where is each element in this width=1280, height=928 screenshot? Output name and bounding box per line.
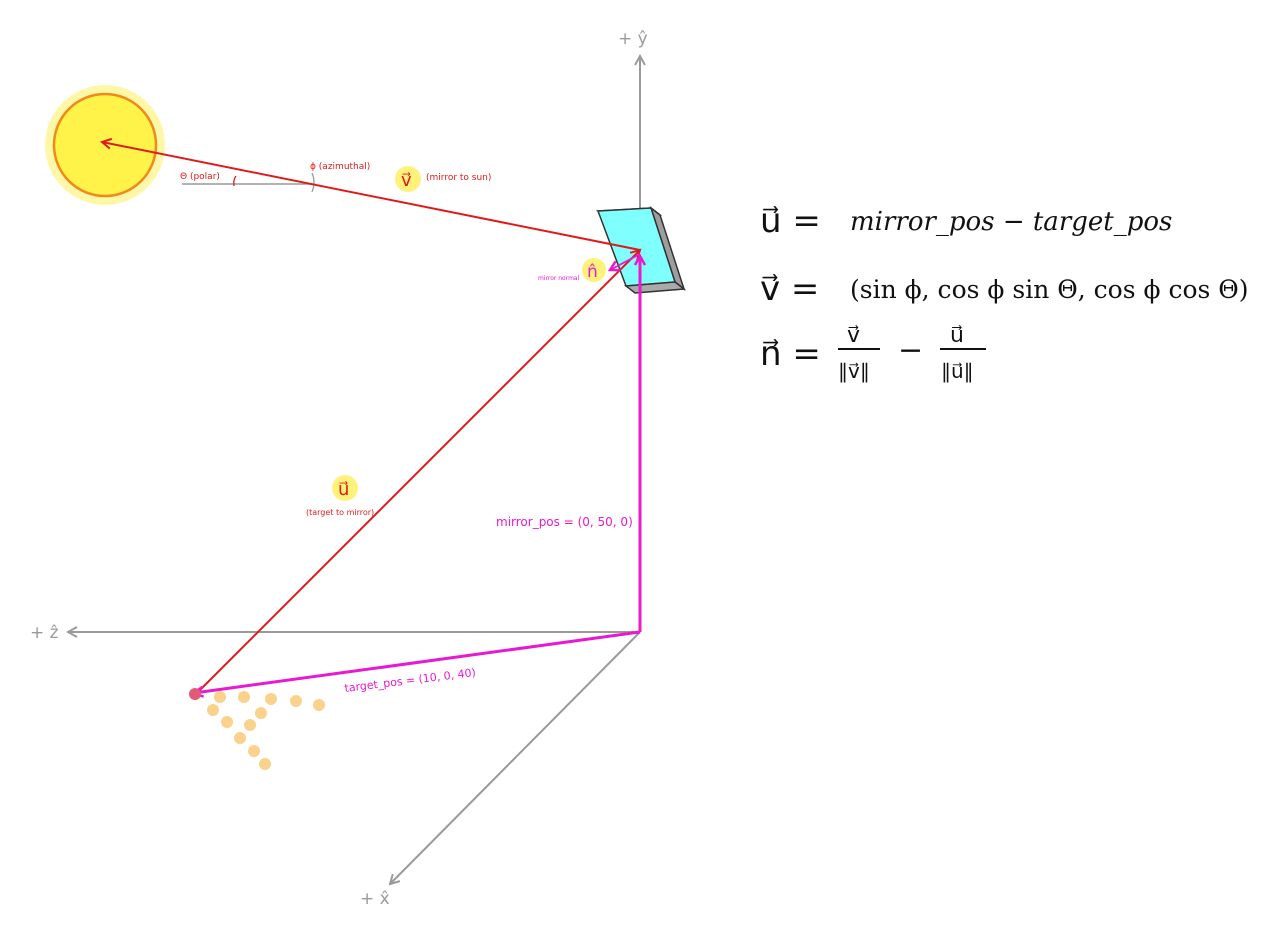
- x-axis-label: + x̂: [360, 889, 390, 909]
- target-dot: [221, 716, 233, 728]
- target-pos-arrow: [194, 630, 641, 693]
- target-dot: [248, 745, 260, 757]
- target-dot: [244, 719, 256, 731]
- y-axis-label: + ŷ: [618, 29, 648, 49]
- phi-arc: [311, 172, 315, 193]
- equations: u⃗ = mirror_pos − target_pos v⃗ = (sin ϕ…: [760, 201, 1249, 384]
- n-caption: mirror normal: [538, 275, 580, 282]
- vector-v-arrow: [102, 142, 641, 251]
- theta-arc: [233, 175, 237, 187]
- target-dot: [313, 699, 325, 711]
- v-caption: (mirror to sun): [426, 173, 491, 183]
- target-dot: [290, 695, 302, 707]
- target-dots: [207, 691, 325, 770]
- n-symbol-highlight: [582, 258, 606, 282]
- v-symbol: v⃗: [401, 170, 412, 191]
- z-axis-label: + ẑ: [30, 623, 59, 643]
- eq-n-num2: u⃗: [950, 323, 964, 348]
- target-dot: [265, 693, 277, 705]
- vector-u-arrow: [195, 250, 640, 695]
- target-dot: [207, 704, 219, 716]
- mirror-face: [596, 207, 677, 287]
- eq-n-lhs: n⃗ =: [760, 334, 821, 374]
- theta-label: Θ (polar): [180, 172, 220, 182]
- target-dot: [238, 691, 250, 703]
- eq-n-num1: v⃗: [847, 323, 860, 348]
- target-dot: [259, 758, 271, 770]
- eq-u-lhs: u⃗ =: [760, 201, 821, 241]
- v-symbol-highlight: [395, 166, 421, 192]
- eq-n-den1: ‖v⃗‖: [838, 359, 870, 384]
- eq-v-rhs: (sin ϕ, cos ϕ sin Θ, cos ϕ cos Θ): [850, 275, 1249, 304]
- target-dot: [234, 732, 246, 744]
- eq-v-lhs: v⃗ =: [760, 269, 819, 309]
- eq-n-minus: −: [898, 333, 923, 368]
- eq-n-den2: ‖u⃗‖: [941, 359, 974, 384]
- phi-label: ϕ (azimuthal): [310, 162, 370, 172]
- u-symbol: u⃗: [338, 479, 349, 500]
- target-point: [189, 688, 201, 700]
- mirror-pos-label: mirror_pos = (0, 50, 0): [496, 515, 633, 529]
- target-dot: [214, 691, 226, 703]
- x-axis: [390, 631, 641, 884]
- n-symbol: n̂: [587, 262, 598, 282]
- sun: [52, 92, 158, 198]
- u-symbol-highlight: [332, 475, 358, 501]
- u-caption: (target to mirror): [306, 508, 374, 517]
- target-dot: [255, 707, 267, 719]
- eq-u-rhs: mirror_pos − target_pos: [850, 207, 1172, 237]
